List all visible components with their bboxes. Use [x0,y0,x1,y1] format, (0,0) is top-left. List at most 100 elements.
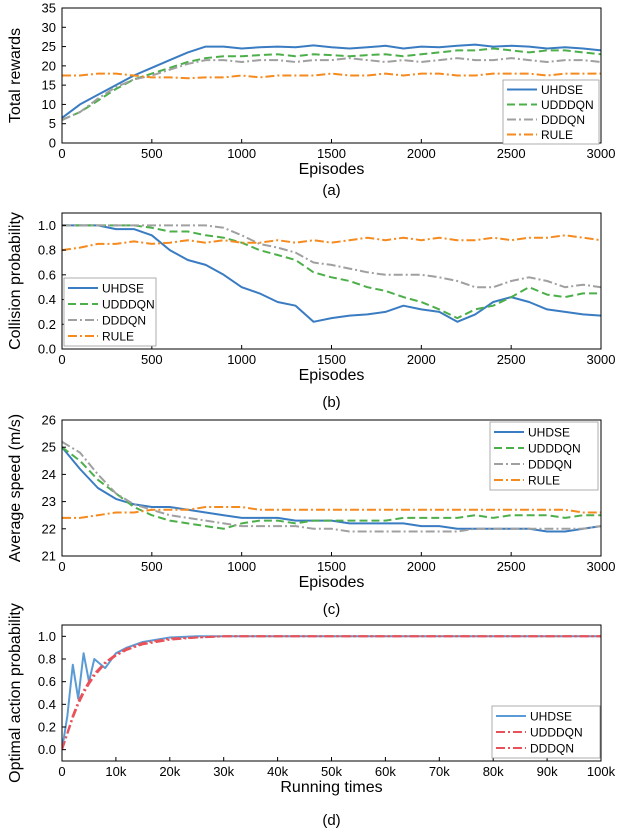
x-axis-label: Episodes [299,161,365,178]
y-axis-label: Collision probability [7,212,24,350]
y-tick-label: 0.6 [38,674,56,689]
legend-box [489,421,599,491]
x-tick-label: 500 [141,559,163,574]
x-tick-label: 90k [537,764,558,779]
legend-label-uhdse: UHDSE [530,710,572,724]
legend: UHDSE UDDDQN DDDQN RULE [63,277,157,347]
x-tick-label: 0 [58,352,65,367]
x-tick-label: 30k [213,764,234,779]
x-tick-label: 2000 [407,146,436,161]
x-tick-label: 1000 [227,352,256,367]
series-line-dddqn [62,57,601,121]
legend-label-udddqn: UDDDQN [102,298,155,312]
y-tick-label: 5 [49,116,56,131]
x-tick-label: 500 [141,352,163,367]
y-tick-label: 0.4 [38,292,56,307]
legend-label-udddqn: UDDDQN [530,726,583,740]
chart-caption: (a) [322,182,340,199]
legend-label-udddqn: UDDDQN [528,442,581,456]
legend: UHDSE UDDDQN DDDQN [491,705,601,759]
chart-caption: (d) [322,812,340,829]
legend-label-rule: RULE [528,474,560,488]
x-tick-label: 1000 [227,146,256,161]
chart-panel-a: 0 500 1000 1500 2000 2500 300005101520253035Ep… [7,1,615,200]
y-tick-label: 30 [42,20,56,35]
legend-label-rule: RULE [102,330,134,344]
series-line-udddqn [62,47,601,121]
x-tick-label: 60k [375,764,396,779]
y-tick-label: 20 [42,58,56,73]
y-tick-label: 25 [42,440,56,455]
legend-label-dddqn: DDDQN [541,113,585,127]
y-tick-label: 24 [42,467,56,482]
y-tick-label: 0.4 [38,697,56,712]
legend-label-udddqn: UDDDQN [541,98,594,112]
chart-caption: (c) [323,601,341,618]
x-tick-label: 1500 [317,352,346,367]
x-tick-label: 2000 [407,559,436,574]
chart-panel-c: 0 500 1000 1500 2000 2500 3000 21 22 23 24 25 26 Epis… [7,413,615,619]
y-axis-label: Optimal action probability [7,603,24,783]
x-tick-label: 3000 [587,352,616,367]
x-tick-label: 20k [159,764,180,779]
series-line-dddqn [62,635,601,751]
y-axis-label: Total rewards [7,28,24,123]
y-tick-label: 15 [42,78,56,93]
series-line-udddqn [62,224,601,320]
x-tick-label: 3000 [587,559,616,574]
legend-label-uhdse: UHDSE [528,426,570,440]
x-tick-label: 40k [267,764,288,779]
y-tick-label: 0.2 [38,317,56,332]
y-tick-label: 25 [42,39,56,54]
legend-box [63,277,157,347]
y-tick-label: 1.0 [38,629,56,644]
x-tick-label: 500 [141,146,163,161]
x-tick-label: 1000 [227,559,256,574]
x-tick-label: 1500 [317,146,346,161]
x-tick-label: 0 [58,559,65,574]
legend-label-uhdse: UHDSE [102,282,144,296]
x-axis-label: Running times [280,779,382,796]
x-tick-label: 2000 [407,352,436,367]
legend-box [502,79,600,145]
y-tick-label: 26 [42,413,56,428]
x-tick-label: 2500 [497,146,526,161]
x-tick-label: 3000 [587,146,616,161]
y-tick-label: 0.2 [38,720,56,735]
chart-panel-b: 0 500 1000 1500 2000 2500 3000 0.0 0.2 0.4 0.6 0.8 1… [7,212,615,411]
y-tick-label: 10 [42,97,56,112]
y-tick-label: 0 [49,136,56,151]
legend: UHDSE UDDDQN DDDQN RULE [489,421,599,491]
x-tick-label: 1500 [317,559,346,574]
x-tick-label: 2500 [497,352,526,367]
chart-caption: (b) [322,394,340,411]
y-tick-label: 1.0 [38,218,56,233]
x-tick-label: 50k [321,764,342,779]
legend-label-rule: RULE [541,128,573,142]
x-tick-label: 80k [483,764,504,779]
y-tick-label: 23 [42,494,56,509]
series-line-udddqn [62,446,601,530]
y-tick-label: 22 [42,521,56,536]
x-axis-label: Episodes [299,574,365,591]
legend-label-dddqn: DDDQN [528,458,572,472]
y-tick-label: 0.0 [38,342,56,357]
x-tick-label: 0 [58,764,65,779]
series-line-rule [62,506,601,519]
y-tick-label: 0.8 [38,652,56,667]
x-tick-label: 100k [587,764,616,779]
y-tick-label: 0.0 [38,742,56,757]
series-line-dddqn [62,224,601,289]
series-line-rule [62,234,601,252]
x-tick-label: 70k [429,764,450,779]
series-line-uhdse [62,43,601,119]
legend-label-uhdse: UHDSE [541,83,583,97]
y-axis-label: Average speed (m/s) [7,414,24,562]
chart-panel-d: 0 10k 20k 30k 40k 50k 60k 70k 80k 90k 100k 0.0 0.2 0.… [7,603,616,829]
y-tick-label: 0.8 [38,243,56,258]
x-tick-label: 0 [58,146,65,161]
legend-label-dddqn: DDDQN [102,314,146,328]
y-tick-label: 35 [42,1,56,16]
